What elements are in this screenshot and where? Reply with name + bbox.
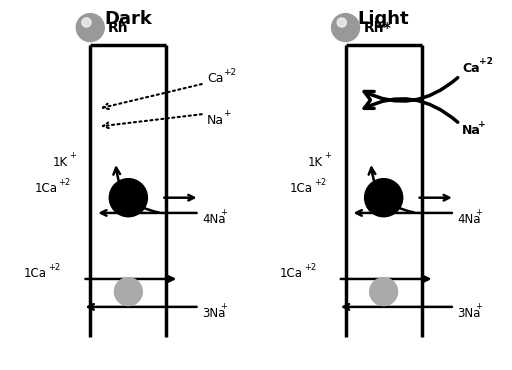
Text: +: + bbox=[475, 208, 482, 218]
Text: Rh*: Rh* bbox=[364, 21, 391, 34]
FancyArrowPatch shape bbox=[364, 99, 458, 122]
FancyArrowPatch shape bbox=[364, 78, 458, 101]
Text: +2: +2 bbox=[314, 178, 326, 187]
Circle shape bbox=[370, 278, 398, 306]
Circle shape bbox=[109, 179, 147, 217]
Text: Ca: Ca bbox=[462, 62, 480, 75]
Text: 4Na: 4Na bbox=[202, 213, 225, 226]
Text: +: + bbox=[220, 302, 227, 312]
Text: +: + bbox=[324, 151, 331, 160]
Text: Na: Na bbox=[462, 124, 481, 137]
Text: 1Ca: 1Ca bbox=[280, 268, 303, 280]
Text: +: + bbox=[69, 151, 76, 160]
Text: +2: +2 bbox=[58, 178, 71, 187]
Circle shape bbox=[337, 18, 346, 27]
Circle shape bbox=[114, 278, 142, 306]
Text: +2: +2 bbox=[48, 263, 60, 272]
Text: 3Na: 3Na bbox=[457, 307, 481, 320]
Circle shape bbox=[332, 14, 359, 41]
FancyArrowPatch shape bbox=[113, 168, 159, 212]
Text: Ca: Ca bbox=[207, 72, 224, 85]
Text: Na: Na bbox=[207, 114, 224, 127]
Text: Light: Light bbox=[358, 10, 410, 28]
Text: +: + bbox=[478, 120, 486, 128]
Text: 1Ca: 1Ca bbox=[290, 182, 312, 195]
Text: +: + bbox=[475, 302, 482, 312]
Text: 1K: 1K bbox=[308, 156, 323, 169]
Text: +2: +2 bbox=[224, 67, 237, 77]
Text: 1K: 1K bbox=[52, 156, 68, 169]
Text: +: + bbox=[220, 208, 227, 218]
Text: 4Na: 4Na bbox=[457, 213, 481, 226]
FancyArrowPatch shape bbox=[369, 168, 414, 212]
Text: 1Ca: 1Ca bbox=[34, 182, 57, 195]
Text: +: + bbox=[223, 110, 230, 118]
Text: Dark: Dark bbox=[104, 10, 152, 28]
Circle shape bbox=[82, 18, 91, 27]
Circle shape bbox=[76, 14, 104, 41]
Text: 3Na: 3Na bbox=[202, 307, 225, 320]
Circle shape bbox=[365, 179, 403, 217]
Text: 1Ca: 1Ca bbox=[24, 268, 47, 280]
Text: Rh: Rh bbox=[108, 21, 129, 34]
Text: +2: +2 bbox=[304, 263, 316, 272]
Text: +2: +2 bbox=[479, 57, 493, 66]
